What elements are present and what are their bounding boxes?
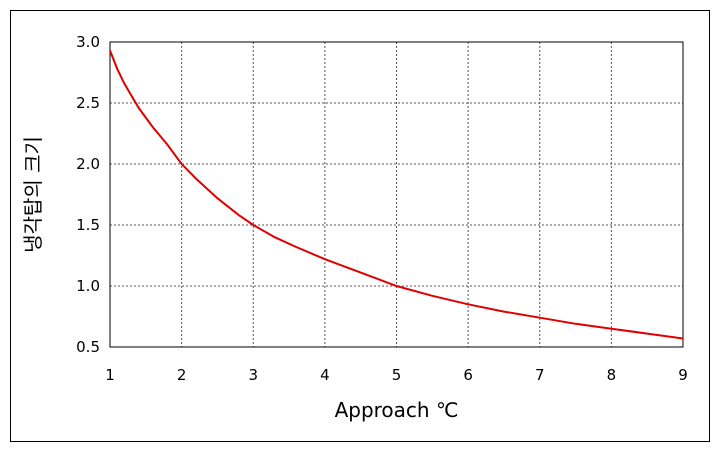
y-axis-ticks: 0.5 1.0 1.5 2.0 2.5 3.0 [76, 33, 100, 356]
chart-frame [10, 10, 710, 442]
y-tick-label: 1.0 [76, 277, 100, 295]
plot-area [109, 41, 684, 348]
y-tick-label: 3.0 [76, 33, 100, 51]
x-tick-label: 7 [535, 366, 545, 384]
x-tick-label: 5 [392, 366, 402, 384]
x-tick-label: 4 [320, 366, 330, 384]
y-tick-label: 2.0 [76, 155, 100, 173]
x-tick-label: 3 [248, 366, 258, 384]
x-axis-title: Approach ℃ [335, 398, 459, 422]
y-tick-label: 2.5 [76, 94, 100, 112]
y-tick-label: 0.5 [76, 338, 100, 356]
y-tick-label: 1.5 [76, 216, 100, 234]
x-tick-label: 1 [105, 366, 115, 384]
x-tick-label: 8 [607, 366, 617, 384]
x-tick-label: 9 [678, 366, 688, 384]
series-line [109, 50, 684, 340]
x-tick-label: 6 [463, 366, 473, 384]
x-axis-ticks: 1 2 3 4 5 6 7 8 9 [105, 366, 688, 384]
y-axis-title: 냉각탑의 크기 [21, 136, 45, 253]
grid [110, 42, 683, 347]
x-tick-label: 2 [177, 366, 187, 384]
